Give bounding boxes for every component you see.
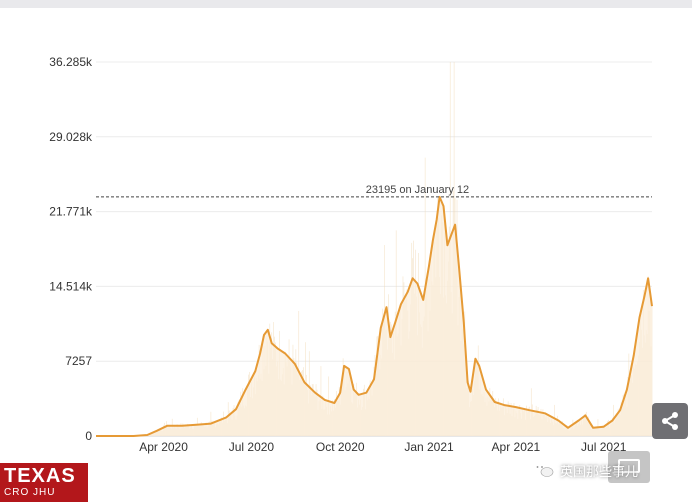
texas-logo: TEXAS CRO JHU xyxy=(0,463,88,502)
logo-main-text: TEXAS xyxy=(4,465,76,487)
x-tick-label: Apr 2020 xyxy=(139,440,188,454)
top-frame xyxy=(0,0,692,8)
x-tick-label: Jan 2021 xyxy=(404,440,454,454)
y-tick-label: 7257 xyxy=(65,354,92,368)
peak-label: 23195 on January 12 xyxy=(366,184,469,196)
wechat-watermark: 英国那些事儿 xyxy=(532,458,638,482)
y-axis-ticks: 0 7257 14.514k 21.771k 29.028k 36.285k xyxy=(49,55,93,443)
x-tick-label: Jul 2021 xyxy=(581,440,627,454)
logo-sub-text: CRO JHU xyxy=(4,487,56,498)
y-tick-label: 0 xyxy=(85,429,92,443)
x-tick-label: Jul 2020 xyxy=(229,440,275,454)
y-tick-label: 21.771k xyxy=(49,205,93,219)
annotation-layer: 23195 on January 12 xyxy=(96,184,652,198)
x-tick-label: Apr 2021 xyxy=(492,440,541,454)
series-line xyxy=(96,195,653,437)
area-path xyxy=(96,196,652,436)
y-tick-label: 29.028k xyxy=(49,130,93,144)
share-icon xyxy=(662,412,678,430)
series-line-path xyxy=(96,195,653,437)
x-axis-ticks: Apr 2020 Jul 2020 Oct 2020 Jan 2021 Apr 2021… xyxy=(139,440,627,454)
area-fill xyxy=(96,196,652,436)
y-tick-label: 36.285k xyxy=(49,55,93,69)
x-tick-label: Oct 2020 xyxy=(316,440,365,454)
fullscreen-icon[interactable] xyxy=(608,451,650,483)
wechat-text: 英国那些事儿 xyxy=(560,464,639,480)
y-tick-label: 14.514k xyxy=(49,279,93,293)
wechat-icon xyxy=(533,462,554,477)
share-button[interactable] xyxy=(652,403,688,439)
